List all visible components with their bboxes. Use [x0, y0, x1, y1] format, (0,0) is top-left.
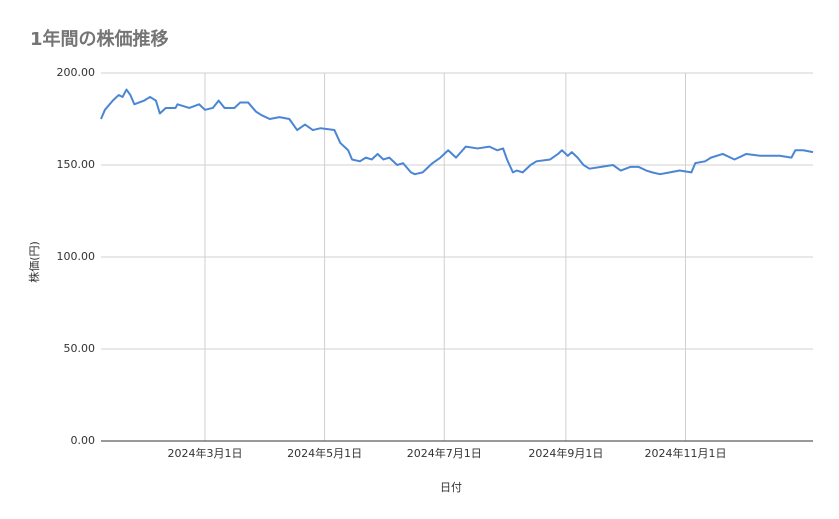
x-axis-label: 日付 [440, 481, 462, 494]
series-line [100, 88, 814, 176]
y-tick-label: 50.00 [64, 342, 96, 355]
x-tick-label: 2024年11月1日 [645, 446, 727, 460]
y-tick-label: 100.00 [57, 250, 96, 263]
y-tick-label: 150.00 [57, 158, 96, 171]
y-axis-label: 株価(円) [27, 241, 41, 283]
x-tick-label: 2024年9月1日 [528, 446, 603, 460]
x-tick-label: 2024年3月1日 [167, 446, 242, 460]
y-tick-label: 0.00 [71, 434, 96, 447]
chart-title: 1年間の株価推移 [30, 28, 169, 50]
x-tick-label: 2024年5月1日 [287, 446, 362, 460]
y-tick-label: 200.00 [57, 66, 96, 79]
x-tick-label: 2024年7月1日 [407, 446, 482, 460]
